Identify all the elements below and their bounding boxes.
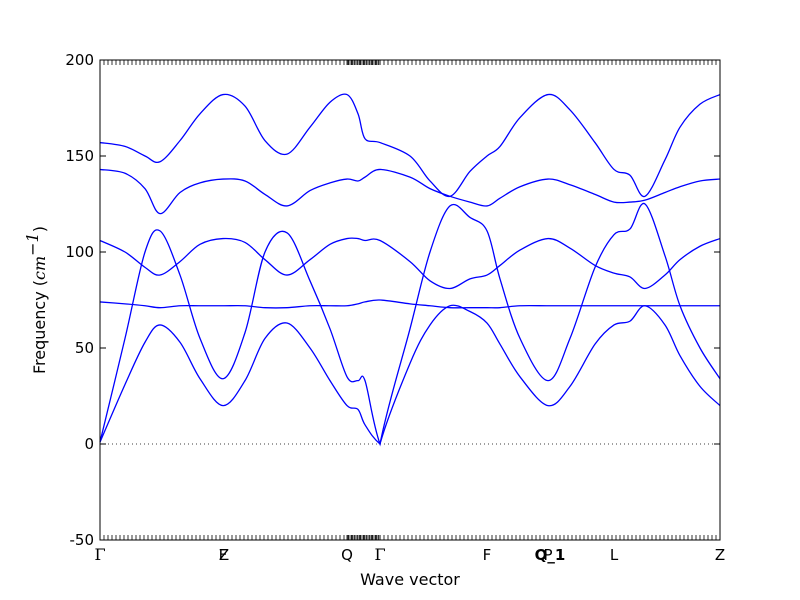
x-tick-label-7: P [543,546,552,564]
axes-frame [99,59,721,541]
phonon-branch-5 [99,168,721,215]
phonon-branch-1 [99,304,721,446]
x-tick-label-10: Z [715,546,725,564]
x-tick-label-1: Γ [94,545,105,564]
y-tick-label: -50 [70,531,95,549]
y-axis-label-suffix: ) [30,226,49,232]
plot-area [99,93,721,447]
phonon-branch-6 [99,93,721,198]
axis-ticks [99,59,721,541]
y-tick-label: 150 [65,147,94,165]
x-tick-label-8: Q_1 [535,546,566,564]
x-tick-label-3: Z [219,546,229,564]
y-axis-label: Frequency (cm−1) [23,226,49,374]
plot-frame [99,59,721,541]
y-axis-label-prefix: Frequency ( [30,280,49,374]
phonon-branch-4 [99,237,721,290]
y-tick-label: 100 [65,243,94,261]
x-tick-label-9: L [610,546,619,564]
y-axis-label-unit: cm [30,256,49,280]
y-tick-label: 50 [75,339,94,357]
x-tick-label-2: F [219,546,228,564]
x-tick-label-5: Γ [374,545,385,564]
phonon-branch-3 [99,299,720,309]
y-tick-label: 200 [65,51,94,69]
phonon-branch-2 [99,202,721,447]
y-axis-label-exponent: −1 [23,232,42,256]
y-tick-label: 0 [84,435,94,453]
x-tick-label-4: Q [341,546,353,564]
x-tick-label-6: F [483,546,492,564]
x-axis-label: Wave vector [360,570,460,589]
